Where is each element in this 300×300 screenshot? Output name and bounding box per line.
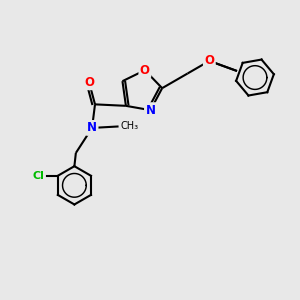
Text: Cl: Cl [33,171,45,181]
Text: CH₃: CH₃ [120,122,138,131]
Text: N: N [87,122,97,134]
Text: N: N [146,104,155,117]
Text: O: O [140,64,150,77]
Text: O: O [84,76,94,89]
Text: O: O [204,54,214,68]
